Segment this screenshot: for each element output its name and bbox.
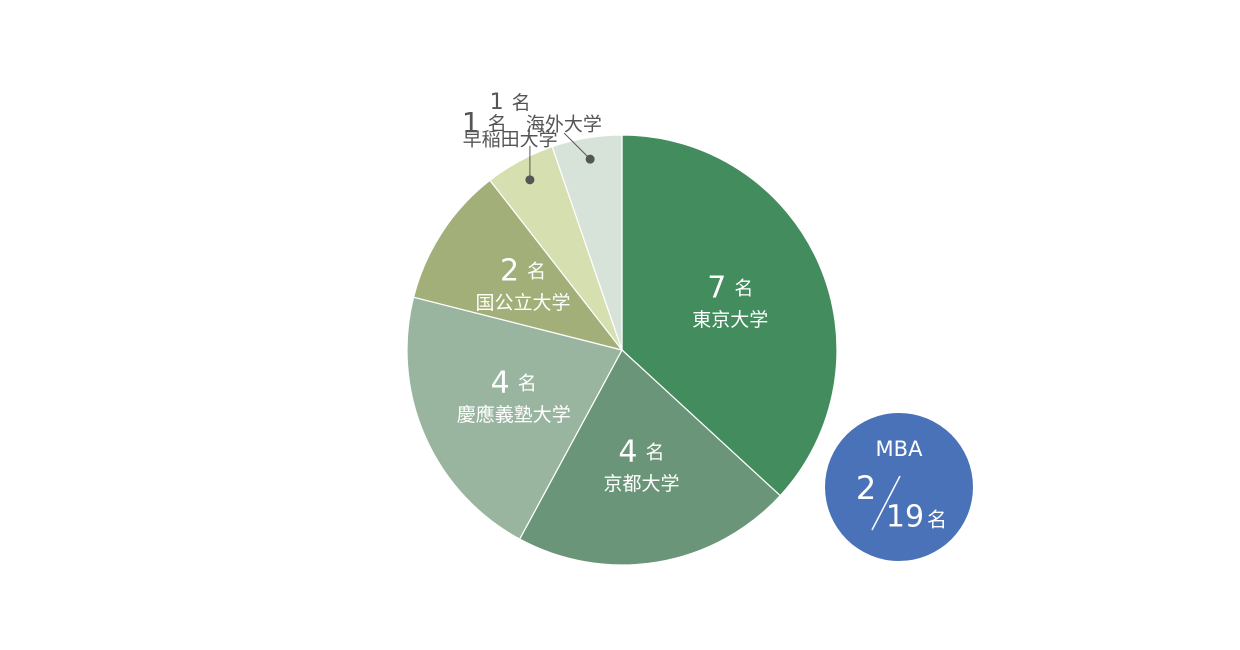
mba-total: 19 [886, 500, 924, 535]
slice-unit: 名 [646, 441, 665, 463]
slice-unit: 名 [512, 92, 531, 114]
slice-category-label: 京都大学 [603, 473, 679, 495]
slice-category-label: 国公立大学 [475, 292, 570, 314]
mba-badge [825, 413, 973, 561]
slice-unit: 名 [734, 277, 753, 299]
slice-unit: 名 [488, 112, 507, 134]
mba-slash [871, 475, 901, 531]
slice-value: 4 [618, 434, 637, 469]
slice-unit: 名 [527, 260, 546, 282]
mba-unit: 名 [927, 508, 947, 532]
slice-value: 4 [491, 365, 510, 400]
slice-unit: 名 [518, 372, 537, 394]
slice-category-label: 東京大学 [692, 309, 768, 331]
slice-category-label: 早稲田大学 [463, 129, 558, 151]
slice-value: 2 [500, 253, 519, 288]
mba-value: 2 [856, 469, 876, 507]
pie-slice [406, 296, 623, 540]
pie-slice [518, 349, 782, 566]
pie-slice [412, 179, 624, 352]
slice-value: 7 [707, 270, 726, 305]
slice-value: 1 [462, 106, 480, 139]
slice-value: 1 [490, 90, 504, 115]
slice-category-label: 慶應義塾大学 [457, 403, 571, 426]
slice-category-label: 海外大学 [526, 113, 602, 135]
leader-line [563, 132, 591, 160]
pie-slice [621, 134, 838, 497]
mba-label: MBA [876, 437, 924, 461]
pie-slice [551, 134, 623, 351]
